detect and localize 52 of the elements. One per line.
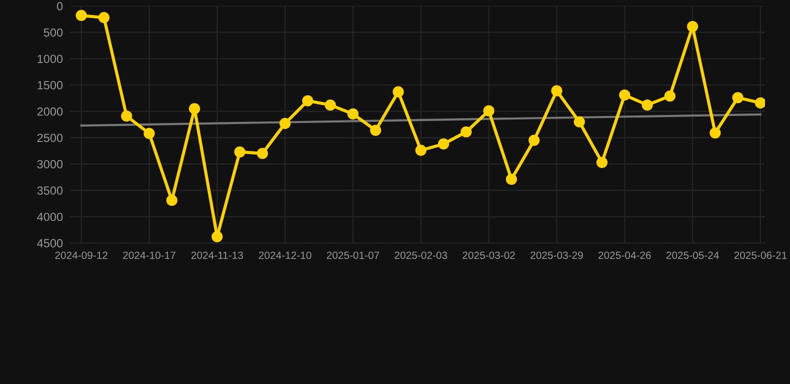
point bbox=[212, 231, 223, 242]
point bbox=[98, 12, 110, 24]
point bbox=[324, 99, 336, 111]
y-tick-label: 4500 bbox=[37, 239, 63, 248]
point bbox=[188, 103, 200, 114]
point bbox=[754, 97, 765, 108]
x-tick-label: 2024-09-12 bbox=[55, 252, 108, 259]
point bbox=[234, 146, 246, 158]
point bbox=[256, 148, 268, 160]
y-tick-label: 2000 bbox=[37, 107, 63, 116]
point bbox=[415, 144, 426, 156]
point bbox=[370, 124, 382, 136]
x-tick-label: 2025-06-21 bbox=[734, 252, 787, 259]
x-tick-label: 2024-10-17 bbox=[123, 252, 176, 259]
point bbox=[460, 126, 472, 138]
point bbox=[664, 90, 676, 102]
x-tick-label: 2025-03-29 bbox=[530, 252, 583, 259]
point bbox=[710, 127, 721, 138]
point bbox=[642, 99, 653, 111]
x-tick-label: 2024-11-13 bbox=[191, 252, 243, 259]
point bbox=[687, 20, 698, 32]
y-tick-label: 2500 bbox=[37, 134, 63, 142]
y-tick-label: 4000 bbox=[37, 212, 63, 222]
point bbox=[619, 89, 630, 101]
point bbox=[302, 95, 314, 106]
point bbox=[280, 118, 291, 130]
y-tick-label: 1500 bbox=[38, 81, 63, 90]
point bbox=[166, 194, 178, 206]
point bbox=[347, 108, 359, 120]
y-tick-label: 3000 bbox=[37, 160, 63, 168]
point bbox=[528, 134, 540, 146]
x-tick-label: 2025-02-03 bbox=[394, 252, 448, 259]
x-tick-label: 2024-12-10 bbox=[258, 252, 312, 259]
x-tick-label: 2025-03-02 bbox=[462, 252, 515, 259]
point bbox=[76, 10, 87, 22]
y-tick-label: 1000 bbox=[38, 54, 63, 64]
point bbox=[438, 138, 450, 150]
x-tick-label: 2025-01-07 bbox=[326, 252, 380, 259]
point bbox=[574, 116, 585, 128]
y-tick-label: 0 bbox=[56, 2, 63, 10]
y-tick-label: 500 bbox=[44, 28, 63, 37]
point bbox=[506, 174, 518, 185]
point bbox=[144, 128, 155, 140]
y-tick-label: 3500 bbox=[37, 186, 63, 195]
x-tick-label: 2025-05-24 bbox=[666, 252, 719, 259]
point bbox=[121, 110, 132, 122]
point bbox=[483, 105, 494, 116]
x-tick-label: 2025-04-26 bbox=[598, 252, 651, 259]
point bbox=[551, 85, 562, 96]
point bbox=[732, 92, 744, 104]
point bbox=[392, 86, 404, 98]
point bbox=[596, 156, 608, 168]
